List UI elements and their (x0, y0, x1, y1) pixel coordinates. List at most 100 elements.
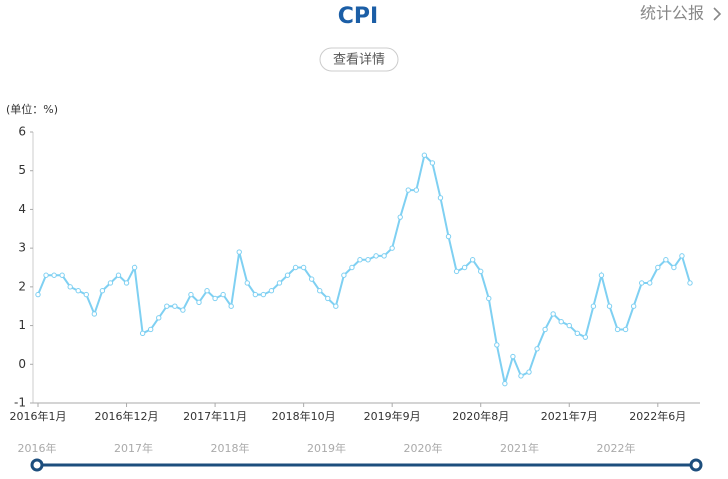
title: CPI (338, 4, 378, 29)
data-point (260, 291, 267, 298)
report-link[interactable]: 统计公报 (640, 4, 704, 23)
data-point (614, 326, 621, 333)
data-point (357, 257, 363, 263)
data-point (582, 334, 589, 340)
data-point (478, 268, 484, 275)
data-point (687, 280, 693, 286)
y-tick-label: 3 (18, 241, 26, 255)
data-point (156, 315, 162, 321)
data-point (437, 195, 444, 201)
data-point (180, 307, 186, 313)
data-point (534, 346, 540, 352)
data-point (164, 303, 170, 309)
y-tick-label: 4 (18, 202, 26, 216)
data-point (51, 272, 57, 278)
data-point (663, 257, 669, 263)
data-point (228, 303, 234, 309)
data-point (373, 253, 379, 259)
detail-button[interactable] (319, 47, 399, 72)
data-point (107, 280, 114, 286)
data-point (469, 257, 476, 263)
data-point (131, 264, 138, 271)
data-point (518, 373, 524, 379)
y-tick-label: 5 (18, 163, 26, 177)
data-point (99, 288, 106, 294)
cpi-line (37, 153, 691, 384)
data-point (630, 303, 637, 309)
detail-button-label[interactable]: 查看详情 (333, 52, 385, 68)
data-point (622, 326, 629, 333)
slider-year-label: 2022年 (597, 441, 636, 455)
data-point (268, 288, 275, 294)
data-point (317, 288, 323, 294)
data-point (115, 272, 122, 278)
data-point (75, 288, 81, 294)
data-point (292, 264, 299, 271)
data-point (550, 311, 556, 317)
data-point (212, 295, 218, 302)
data-point (526, 369, 532, 375)
data-point (91, 311, 98, 317)
data-point (300, 264, 307, 271)
data-point (486, 295, 492, 302)
x-tick-label: 2019年9月 (364, 409, 421, 423)
data-point (381, 253, 387, 259)
x-tick-label: 2017年11月 (183, 409, 247, 423)
data-point (502, 380, 508, 387)
data-point (204, 288, 210, 294)
data-point (308, 276, 315, 282)
data-point (598, 272, 605, 278)
slider-year-label: 2019年 (307, 441, 346, 455)
y-tick-label: 0 (18, 357, 26, 371)
data-point (196, 299, 202, 306)
slider-year-label: 2018年 (211, 441, 250, 455)
link-arrow[interactable] (713, 7, 722, 21)
data-point (494, 342, 500, 348)
data-point (453, 268, 460, 275)
data-point (639, 280, 645, 286)
data-point (542, 326, 548, 333)
slider-year-label: 2020年 (404, 441, 443, 455)
data-point (236, 249, 242, 255)
data-point (123, 280, 130, 286)
data-point (389, 245, 395, 251)
y-tick-label: 2 (18, 279, 26, 293)
data-point (397, 214, 403, 220)
data-point (461, 264, 468, 271)
data-point (59, 272, 65, 278)
data-point (188, 291, 194, 298)
data-point (574, 330, 581, 337)
data-point (325, 295, 331, 302)
data-point (429, 160, 436, 166)
data-point (35, 291, 41, 298)
slider-handle[interactable] (689, 458, 703, 472)
x-tick-label: 2020年8月 (452, 409, 509, 423)
x-tick-label: 2016年1月 (10, 409, 67, 423)
data-point (365, 257, 371, 263)
slider-handle[interactable] (30, 458, 44, 472)
data-point (284, 272, 291, 278)
x-tick-label: 2018年10月 (272, 409, 336, 423)
data-point (558, 319, 564, 325)
data-point (333, 303, 339, 309)
data-point (220, 291, 226, 298)
x-tick-label: 2022年6月 (629, 409, 686, 423)
data-point (252, 291, 259, 298)
data-point (139, 330, 146, 337)
data-point (172, 303, 178, 309)
data-point (421, 152, 428, 158)
slider-year-label: 2016年 (18, 441, 57, 455)
data-point (679, 253, 685, 259)
data-point (67, 284, 73, 290)
y-axis-label: (单位：%) (6, 102, 58, 116)
data-point (566, 322, 572, 329)
data-point (606, 303, 613, 309)
data-point (671, 264, 677, 271)
data-point (147, 326, 154, 333)
data-point (244, 280, 250, 286)
data-point (83, 291, 89, 298)
data-point (341, 272, 347, 278)
slider-year-label: 2017年 (114, 441, 153, 455)
data-point (445, 233, 452, 240)
